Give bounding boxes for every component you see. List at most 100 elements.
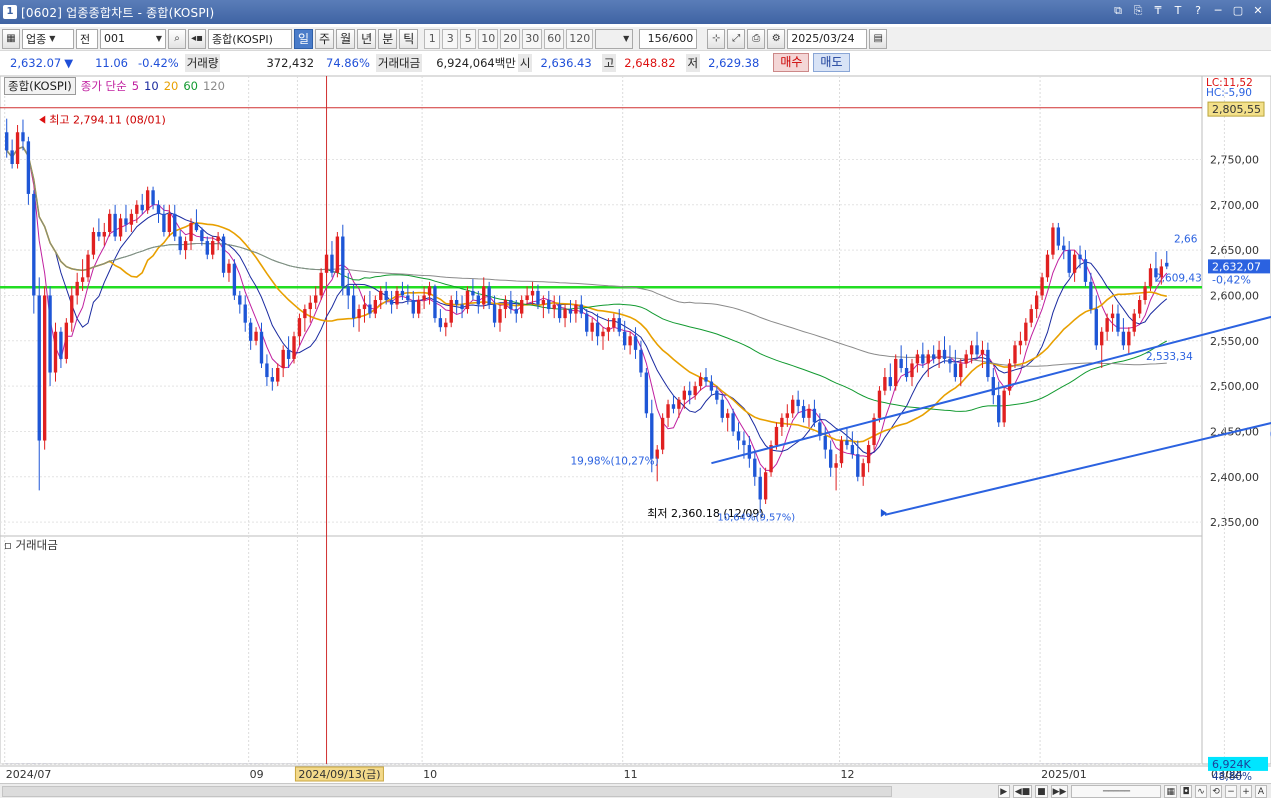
count-field[interactable]: 156 /600 bbox=[639, 28, 698, 49]
grid-icon[interactable]: ▦ bbox=[1164, 784, 1177, 798]
candle-body bbox=[243, 304, 247, 323]
camera-icon[interactable]: ◘ bbox=[1180, 784, 1192, 798]
step-icon[interactable]: ◀■ bbox=[1012, 784, 1033, 798]
interval-20[interactable]: 20 bbox=[500, 28, 521, 49]
candle-body bbox=[1165, 262, 1169, 267]
candle-body bbox=[487, 286, 491, 305]
index-name-field[interactable]: 종합(KOSPI) bbox=[208, 28, 292, 49]
interval-10[interactable]: 10 bbox=[478, 28, 499, 49]
interval-60[interactable]: 60 bbox=[544, 28, 565, 49]
candle-body bbox=[872, 417, 876, 446]
pin-icon[interactable]: ₸ bbox=[1154, 4, 1162, 17]
count-total: /600 bbox=[668, 32, 694, 45]
market-select-value: 업종 bbox=[26, 32, 47, 46]
candle-body bbox=[454, 299, 459, 305]
interval-120[interactable]: 120 bbox=[566, 28, 594, 49]
period-tick[interactable]: 틱 bbox=[399, 28, 419, 49]
interval-30[interactable]: 30 bbox=[522, 28, 543, 49]
candle-body bbox=[980, 349, 985, 355]
price-panel-frame bbox=[0, 75, 1203, 538]
candle-body bbox=[151, 190, 155, 205]
crosshair-icon[interactable]: ⊹ bbox=[707, 28, 726, 49]
legend-ma-60: 60 bbox=[183, 79, 198, 93]
close-button[interactable]: ✕ bbox=[1253, 4, 1263, 17]
candle-body bbox=[568, 309, 573, 314]
candle-body bbox=[845, 440, 849, 446]
zoom-slider[interactable]: ───── bbox=[1071, 784, 1162, 798]
maximize-button[interactable]: ▢ bbox=[1232, 4, 1244, 17]
candle-body bbox=[1137, 299, 1142, 314]
candle-body bbox=[292, 336, 296, 359]
stop-icon[interactable]: ■ bbox=[1035, 784, 1048, 798]
line-chart-icon[interactable]: ∿ bbox=[1195, 784, 1207, 798]
candle-body bbox=[59, 331, 63, 359]
candle-body bbox=[286, 349, 291, 359]
candle-body bbox=[660, 417, 665, 450]
axis-tag-high-box bbox=[1207, 101, 1265, 117]
period-day[interactable]: 일 bbox=[294, 28, 314, 49]
text-size-icon[interactable]: T bbox=[1174, 4, 1182, 17]
candle-body bbox=[75, 281, 79, 296]
price-chart[interactable]: 2,350,002,400,002,450,002,500,002,550,00… bbox=[0, 74, 1271, 782]
help-icon[interactable]: ? bbox=[1195, 4, 1201, 17]
scroll-thumb[interactable] bbox=[2, 786, 892, 797]
candle-body bbox=[688, 390, 692, 396]
candle-body bbox=[1072, 254, 1077, 273]
minimize-button[interactable]: ─ bbox=[1214, 4, 1222, 17]
candle-body bbox=[64, 322, 69, 359]
candle-body bbox=[373, 299, 378, 314]
zoom-in-icon[interactable]: + bbox=[1240, 784, 1252, 798]
interval-custom-select[interactable]: ▼ bbox=[595, 28, 634, 49]
open-value: 2,636.43 bbox=[540, 55, 592, 70]
candle-body bbox=[270, 377, 275, 382]
date-field[interactable]: 2025/03/24 bbox=[787, 28, 868, 49]
font-size-icon[interactable]: A bbox=[1255, 784, 1267, 798]
candle-body bbox=[194, 222, 199, 231]
candle-body bbox=[650, 413, 654, 459]
candle-body bbox=[1116, 313, 1120, 332]
period-minute[interactable]: 분 bbox=[378, 28, 398, 49]
copy-icon[interactable]: ⎘ bbox=[1133, 4, 1143, 17]
speaker-icon[interactable]: ◂▪ bbox=[188, 28, 206, 49]
candle-body bbox=[1045, 254, 1050, 278]
period-year[interactable]: 년 bbox=[357, 28, 377, 49]
print-icon[interactable]: ⎙ bbox=[747, 28, 766, 49]
lower-line-label: 2,533,34 bbox=[1146, 351, 1193, 363]
period-month[interactable]: 월 bbox=[336, 28, 356, 49]
draw-tool-icon[interactable]: ⤢ bbox=[727, 28, 746, 49]
calendar-icon[interactable]: ▤ bbox=[869, 28, 888, 49]
candle-body bbox=[763, 472, 768, 500]
chart-scrollbar[interactable]: ▶ ◀■ ■ ▶▶ ───── ▦ ◘ ∿ ⟲ − + A bbox=[0, 783, 1271, 798]
sell-button[interactable]: 매도 bbox=[813, 53, 850, 72]
candle-body bbox=[465, 290, 470, 310]
x-tick-label: 2024/07 bbox=[6, 768, 52, 781]
period-week[interactable]: 주 bbox=[315, 28, 335, 49]
link-icon[interactable]: ⧉ bbox=[1114, 4, 1122, 17]
candle-body bbox=[232, 263, 237, 296]
x-tick-label: 2024/09/13(금) bbox=[298, 768, 380, 781]
amount-label: 거래대금 bbox=[375, 53, 423, 72]
candle-body bbox=[335, 236, 340, 273]
candle-body bbox=[791, 399, 795, 414]
play-icon[interactable]: ▶ bbox=[997, 784, 1010, 798]
candle-body bbox=[471, 290, 475, 296]
candle-body bbox=[173, 213, 177, 237]
interval-1[interactable]: 1 bbox=[424, 28, 441, 49]
gear-icon[interactable]: ⚙ bbox=[767, 28, 786, 49]
legend-ma-10: 10 bbox=[144, 79, 159, 93]
sync-icon[interactable]: ⟲ bbox=[1210, 784, 1222, 798]
market-select[interactable]: 업종 ▼ bbox=[22, 28, 74, 49]
search-icon[interactable]: ⌕ bbox=[168, 28, 186, 49]
interval-5[interactable]: 5 bbox=[460, 28, 477, 49]
code-input[interactable]: 001 ▼ bbox=[100, 28, 166, 49]
candle-body bbox=[427, 286, 432, 296]
candle-body bbox=[1051, 227, 1055, 255]
candle-body bbox=[1018, 340, 1023, 346]
fast-forward-icon[interactable]: ▶▶ bbox=[1050, 784, 1069, 798]
interval-3[interactable]: 3 bbox=[442, 28, 459, 49]
candle-body bbox=[823, 435, 827, 450]
layout-icon[interactable]: ▦ bbox=[2, 28, 20, 49]
prefix-select[interactable]: 전 bbox=[76, 28, 98, 49]
buy-button[interactable]: 매수 bbox=[773, 53, 810, 72]
zoom-out-icon[interactable]: − bbox=[1225, 784, 1237, 798]
